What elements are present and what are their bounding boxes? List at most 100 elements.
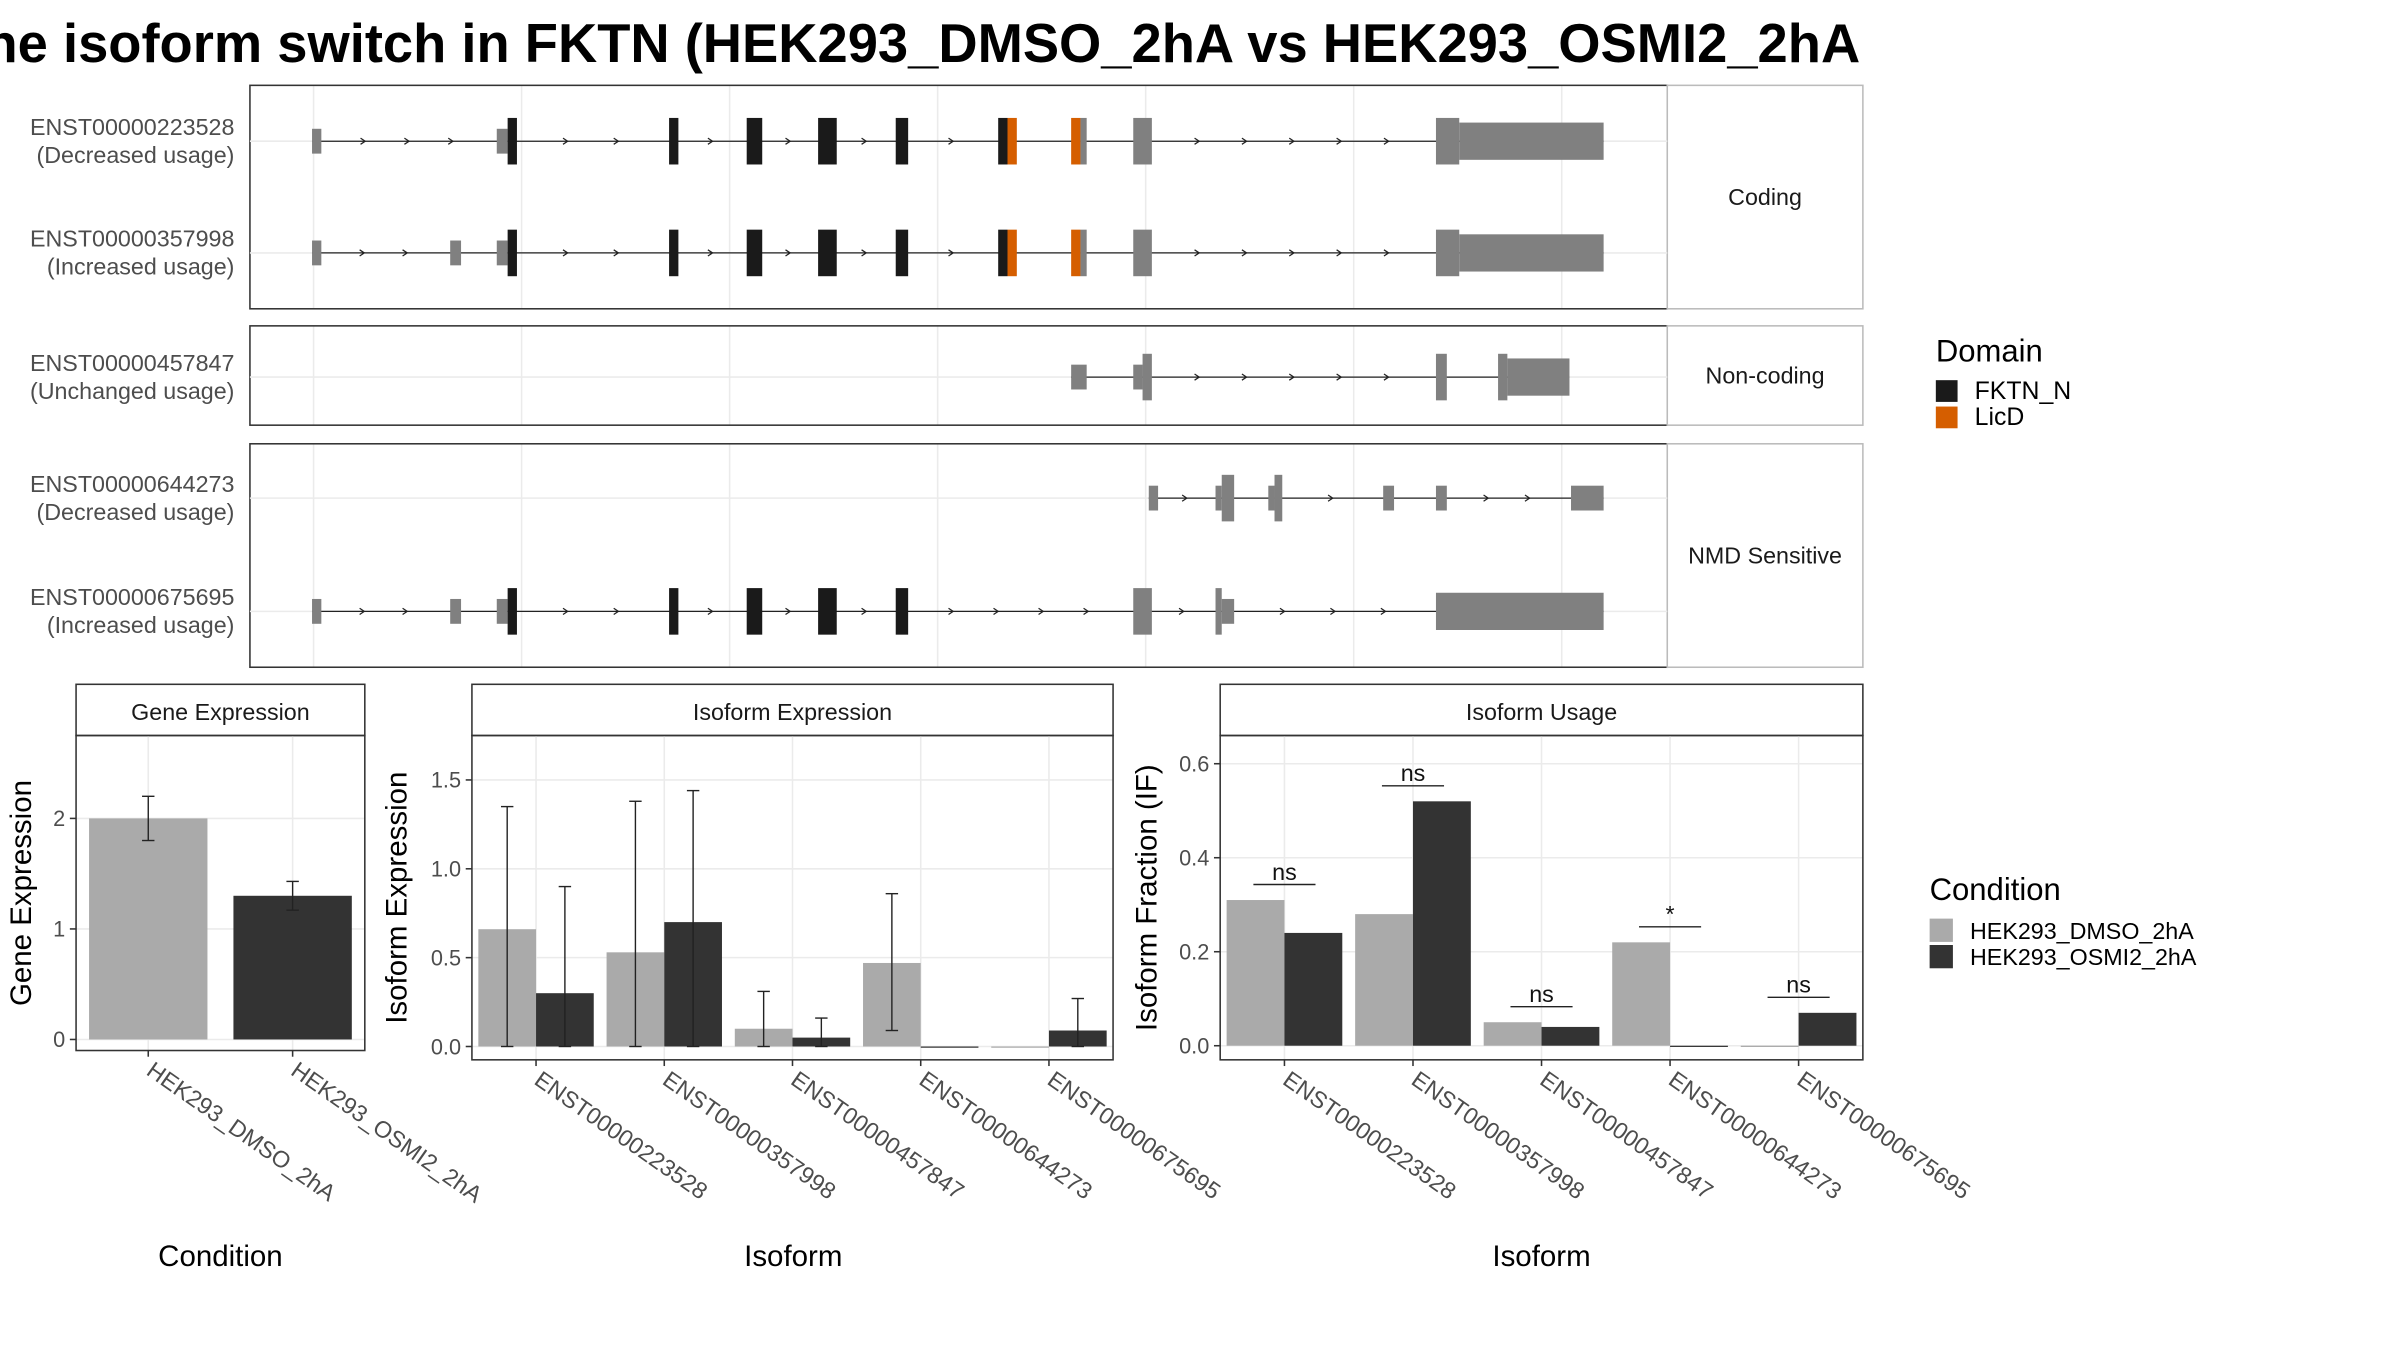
exon (1142, 353, 1152, 401)
intron-arrow (613, 607, 620, 615)
intron-arrow (993, 607, 1000, 615)
intron-arrow (1178, 607, 1185, 615)
transcript-ENST00000357998: ENST00000357998(Increased usage) (30, 226, 1668, 280)
y-axis-title: Isoform Fraction (IF) (1131, 764, 1164, 1031)
intron-arrow (1524, 494, 1531, 502)
exon (1133, 229, 1152, 277)
intron-arrow (1327, 494, 1334, 502)
exon (1435, 229, 1460, 277)
intron-arrow (1241, 137, 1248, 145)
exon-fktn-n-domain (507, 588, 517, 635)
significance-label: ns (1401, 760, 1426, 786)
exon-fktn-n-domain (669, 229, 679, 277)
intron-arrow (1083, 607, 1090, 615)
intron-arrow (359, 607, 366, 615)
exon (1133, 117, 1152, 165)
intron-arrow (861, 137, 868, 145)
y-tick-label: 0 (53, 1027, 65, 1052)
exon-fktn-n-domain (746, 588, 763, 635)
intron-arrow (1383, 373, 1390, 381)
intron-arrow (1288, 137, 1296, 145)
exon (1080, 229, 1087, 277)
legend-title: Condition (1930, 872, 2061, 907)
intron-arrow (861, 607, 868, 615)
exon (1507, 358, 1570, 396)
exon-fktn-n-domain (507, 117, 517, 165)
exon (1133, 364, 1143, 390)
y-tick-label: 1.0 (431, 857, 461, 882)
y-tick-label: 0.4 (1179, 845, 1209, 870)
intron-arrow (861, 249, 868, 257)
legend-label: LicD (1975, 404, 2025, 431)
panel-strip-label: Non-coding (1706, 362, 1825, 388)
bar (1355, 914, 1413, 1046)
transcript-ENST00000644273: ENST00000644273(Decreased usage) (30, 471, 1668, 525)
significance-label: ns (1529, 981, 1554, 1007)
transcript-usage-label: (Decreased usage) (36, 499, 234, 525)
bar (920, 1046, 979, 1048)
transcript-id-label: ENST00000644273 (30, 471, 234, 497)
intron-arrow (562, 137, 569, 145)
intron-arrow (785, 249, 792, 257)
legend-swatch (1935, 380, 1958, 402)
significance-label: * (1666, 901, 1675, 927)
intron-arrow (707, 607, 714, 615)
intron-arrow (1194, 249, 1201, 257)
panel-frame (249, 325, 1669, 426)
exon-fktn-n-domain (895, 229, 909, 277)
exon (1274, 474, 1283, 522)
exon-fktn-n-domain (669, 117, 679, 165)
exon (1148, 485, 1159, 511)
y-tick-label: 0.5 (431, 945, 461, 970)
exon-fktn-n-domain (998, 117, 1008, 165)
intron-arrow (402, 607, 409, 615)
intron-arrow (948, 249, 955, 257)
intron-arrow (1330, 607, 1337, 615)
intron-arrow (562, 607, 569, 615)
legend-label: FKTN_N (1975, 378, 2072, 405)
exon (1435, 117, 1460, 165)
intron-arrow (447, 137, 455, 145)
intron-arrow (1336, 137, 1343, 145)
exon (1215, 588, 1222, 635)
panel-strip-title: Isoform Usage (1466, 699, 1617, 725)
legend-label: HEK293_OSMI2_2hA (1970, 944, 2197, 970)
exon (496, 598, 508, 624)
exon (1221, 474, 1235, 522)
exon (1459, 122, 1604, 160)
bar-panel-isoform-usage: Isoform Usagensnsns*ns0.00.20.40.6ENST00… (1131, 683, 1975, 1273)
exon-fktn-n-domain (507, 229, 517, 277)
panel-strip (1219, 683, 1864, 737)
exon (1498, 353, 1508, 401)
figure-title: he isoform switch in FKTN (HEK293_DMSO_2… (0, 13, 1860, 74)
bar (991, 1046, 1049, 1048)
exon (1215, 485, 1222, 511)
bar (1670, 1045, 1728, 1047)
legend-swatch (1929, 945, 1953, 969)
y-axis-title: Isoform Expression (381, 772, 414, 1024)
exon-fktn-n-domain (818, 117, 837, 165)
x-axis-title: Isoform (744, 1240, 842, 1273)
panel-strip-label: Coding (1728, 184, 1802, 210)
panel-strip (1666, 443, 1864, 669)
exon (1133, 588, 1152, 635)
intron-arrow (1241, 373, 1248, 381)
intron-arrow (1279, 607, 1286, 615)
intron-arrow (359, 249, 366, 257)
transcript-usage-label: (Decreased usage) (36, 142, 234, 168)
intron-arrow (1483, 494, 1490, 502)
intron-arrow (948, 607, 955, 615)
bar (1483, 1022, 1542, 1046)
y-tick-label: 0.6 (1179, 751, 1209, 776)
legend-label: HEK293_DMSO_2hA (1970, 918, 2194, 944)
exon-fktn-n-domain (818, 588, 837, 635)
intron-arrow (1336, 373, 1343, 381)
exon (1459, 234, 1604, 272)
exon (496, 240, 508, 266)
intron-arrow (1241, 249, 1248, 257)
